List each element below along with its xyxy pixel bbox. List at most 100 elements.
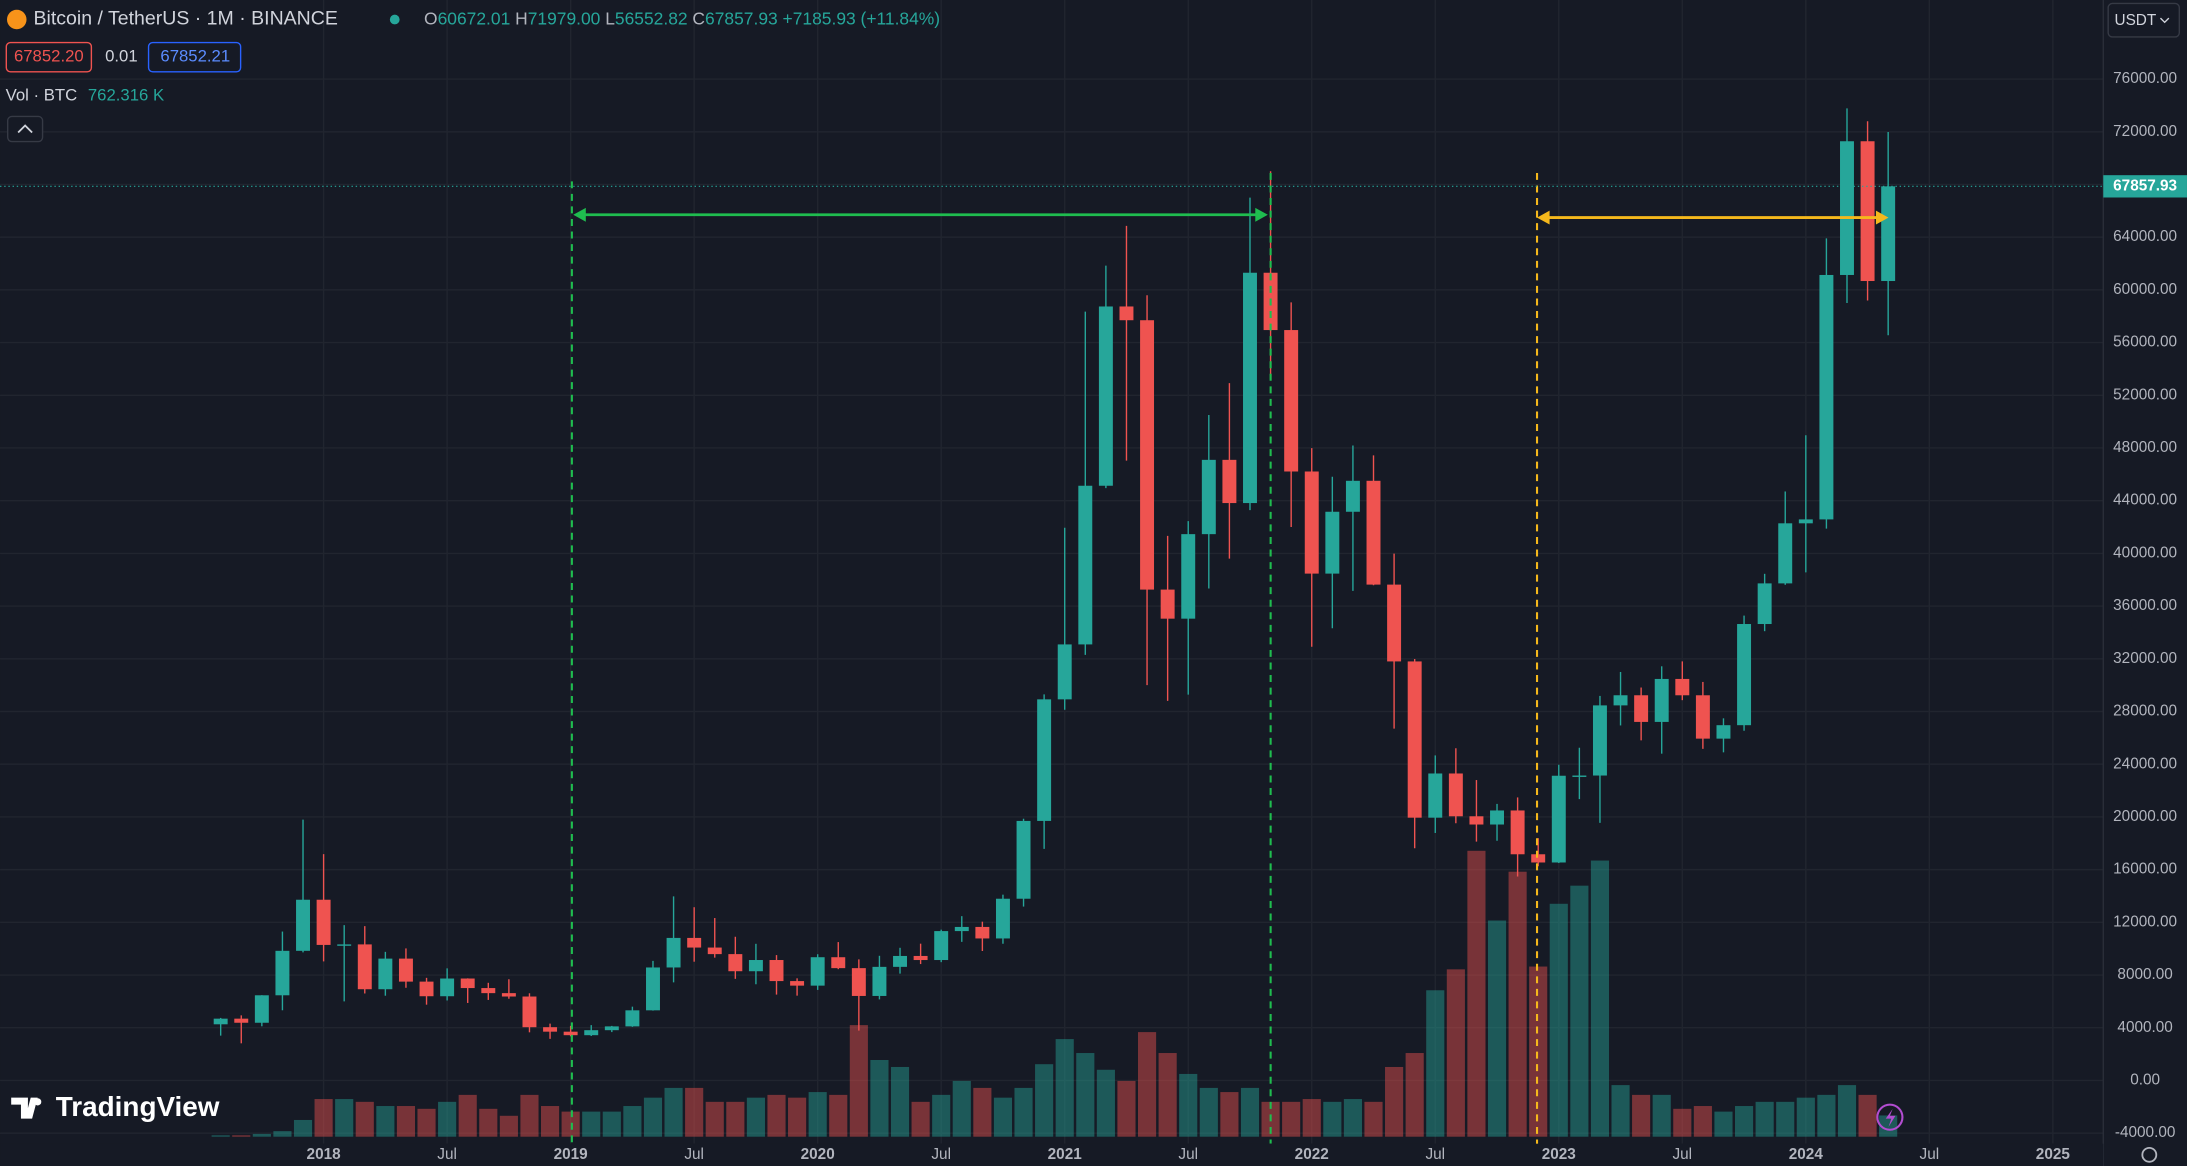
- price-overlay: 67857.93: [0, 175, 2187, 198]
- volume-bar: [1220, 1092, 1239, 1137]
- volume-bar: [1673, 1108, 1692, 1137]
- volume-bar: [1323, 1101, 1342, 1137]
- candle-body: [687, 937, 702, 948]
- y-tick-label: 52000.00: [2113, 386, 2177, 403]
- x-tick-label: Jul: [684, 1146, 704, 1163]
- volume-bar: [849, 1025, 868, 1137]
- chevron: [17, 124, 33, 134]
- volume-bar: [993, 1097, 1013, 1137]
- candle-body: [1737, 624, 1752, 726]
- candle-body: [1098, 306, 1113, 486]
- ohlc-value: 56552.82: [615, 8, 688, 28]
- volume-bar: [1076, 1053, 1095, 1137]
- candle-body: [501, 993, 516, 997]
- volume-bar: [1343, 1099, 1362, 1137]
- y-tick-label: 16000.00: [2113, 861, 2177, 878]
- candle-body: [357, 944, 372, 990]
- candle-body: [1634, 695, 1649, 722]
- ask[interactable]: 67852.21: [160, 47, 230, 66]
- volume-bar: [417, 1108, 436, 1137]
- candle-body: [460, 978, 475, 989]
- ohlc-key: C: [692, 8, 705, 28]
- candle-body: [1840, 141, 1854, 275]
- candle-body: [584, 1030, 599, 1036]
- volume-bar: [232, 1135, 251, 1137]
- candle-body: [1078, 485, 1093, 645]
- x-tick-label: 2023: [1542, 1146, 1576, 1163]
- volume-bar: [1302, 1099, 1321, 1137]
- candle-body: [398, 958, 413, 982]
- candle-body: [275, 950, 290, 996]
- y-tick-label: 32000.00: [2113, 650, 2177, 667]
- volume-bar: [273, 1131, 292, 1137]
- volume-bar: [1693, 1106, 1712, 1137]
- volume-bar: [685, 1087, 704, 1137]
- volume-bar: [396, 1106, 416, 1137]
- volume-bar: [499, 1115, 518, 1137]
- volume-bar: [1837, 1085, 1857, 1137]
- candle-body: [810, 957, 825, 986]
- ohlc-value: 60672.01: [438, 8, 511, 28]
- y-tick-label: 0.00: [2130, 1071, 2160, 1088]
- y-tick-label: 60000.00: [2113, 281, 2177, 298]
- x-tick-label: 2025: [2036, 1146, 2071, 1163]
- bolt: [1885, 1108, 1896, 1127]
- y-tick-label: -4000.00: [2115, 1124, 2176, 1141]
- bid[interactable]: 67852.20: [14, 47, 84, 66]
- settings-icon[interactable]: [2141, 1146, 2158, 1163]
- volume-bar: [1652, 1094, 1671, 1137]
- candle-body: [1016, 820, 1031, 899]
- candle-body: [1490, 810, 1504, 825]
- x-tick-label: 2020: [801, 1146, 835, 1163]
- volume-bar: [767, 1094, 786, 1137]
- ohlc-value: 71979.00: [528, 8, 601, 28]
- candle-body: [1592, 705, 1607, 776]
- volume-bar: [705, 1101, 724, 1137]
- volume-bar: [1364, 1101, 1383, 1137]
- alert-icon[interactable]: [1876, 1103, 1904, 1131]
- volume-bar: [540, 1106, 560, 1137]
- ohlc: O60672.01 H71979.00 L56552.82 C67857.93 …: [424, 8, 940, 28]
- volume-bar: [293, 1119, 313, 1137]
- candle-body: [419, 981, 434, 997]
- candle-body: [337, 944, 352, 946]
- candle-body: [728, 954, 743, 972]
- volume-bar: [1508, 871, 1527, 1137]
- volume-bar: [335, 1099, 354, 1137]
- volume-bar: [1467, 850, 1486, 1137]
- x-tick-label: Jul: [1920, 1146, 1940, 1163]
- volume-bar: [1570, 885, 1589, 1137]
- candle-body: [1860, 141, 1875, 282]
- status-dot: [389, 14, 400, 25]
- candle-body: [790, 981, 805, 986]
- sell-button[interactable]: [5, 41, 93, 73]
- buy-button[interactable]: [147, 41, 242, 73]
- candle-body: [604, 1026, 619, 1031]
- volume-bar: [1282, 1101, 1301, 1137]
- volume-value: 762.316 K: [88, 86, 164, 105]
- y-tick-label: 24000.00: [2113, 755, 2177, 772]
- candle-body: [1510, 810, 1525, 855]
- volume-bar: [788, 1097, 807, 1137]
- change: +7185.93 (+11.84%): [783, 8, 941, 28]
- candle-body: [1819, 274, 1834, 520]
- volume-bar: [1096, 1069, 1115, 1137]
- candle-body: [1469, 816, 1484, 825]
- candle-body: [954, 926, 969, 932]
- candle-body: [1695, 695, 1710, 739]
- annotations: [570, 172, 1889, 1166]
- x-tick-label: Jul: [1672, 1146, 1692, 1163]
- candle-body: [1654, 678, 1669, 722]
- collapse-button[interactable]: [7, 115, 44, 143]
- candle-body: [1160, 589, 1175, 619]
- volume-bar: [746, 1097, 765, 1137]
- volume-bar: [1879, 1115, 1898, 1137]
- volume-bar: [1776, 1101, 1795, 1137]
- candle-body: [913, 955, 928, 961]
- currency-button[interactable]: [2107, 2, 2180, 38]
- currency[interactable]: USDT: [2115, 12, 2157, 29]
- volume-bar: [252, 1133, 271, 1137]
- candle-body: [625, 1010, 640, 1027]
- volume-bar: [1014, 1087, 1033, 1137]
- logo: TradingView: [11, 1091, 220, 1122]
